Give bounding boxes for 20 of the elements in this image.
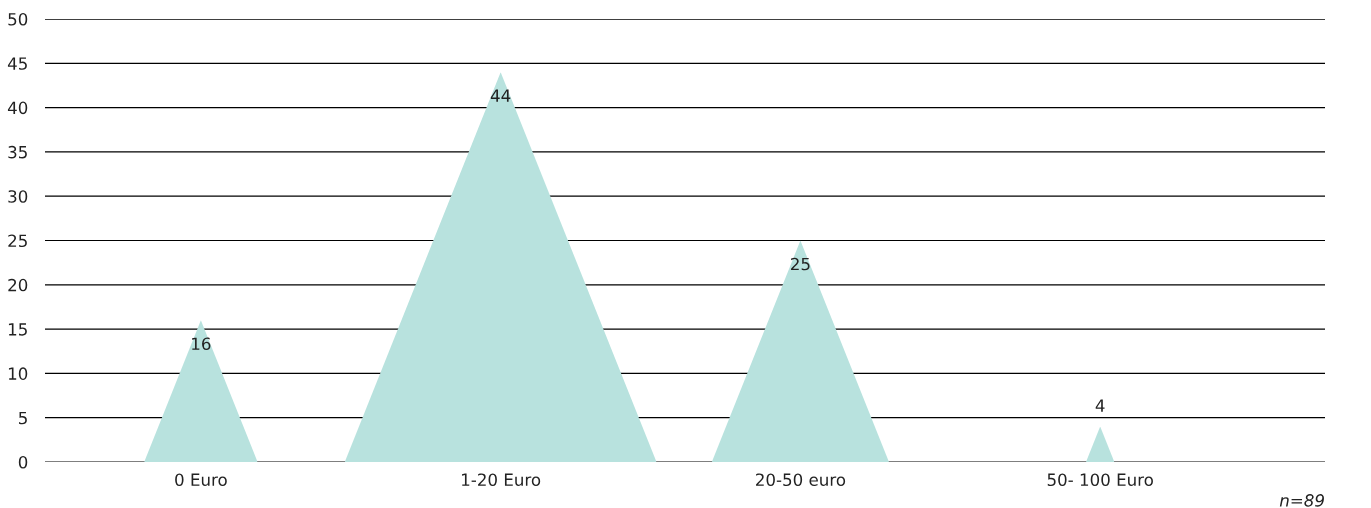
data-label: 16 [192, 337, 211, 351]
y-tick-label: 20 [8, 278, 28, 292]
x-tick-label: 1-20 Euro [462, 473, 541, 487]
x-tick-label: 20-50 euro [756, 473, 846, 487]
x-tick-label: 50- 100 Euro [1047, 473, 1153, 487]
data-label: 4 [1095, 399, 1105, 412]
y-tick-label: 40 [7, 101, 28, 115]
y-tick-label: 25 [8, 234, 27, 248]
x-tick-label: 0 Euro [175, 473, 227, 487]
text: n=89 [1279, 494, 1324, 507]
y-tick-label: 5 [19, 411, 27, 425]
y-tick-label: 0 [18, 455, 28, 469]
y-tick-label: 15 [8, 323, 27, 336]
y-tick-label: 10 [8, 367, 28, 380]
data-label: 44 [490, 89, 511, 102]
y-tick-label: 45 [7, 57, 27, 70]
y-tick-label: 30 [8, 190, 28, 203]
data-label: 25 [791, 257, 810, 271]
y-tick-label: 35 [8, 145, 27, 159]
y-tick-label: 50 [8, 12, 28, 26]
